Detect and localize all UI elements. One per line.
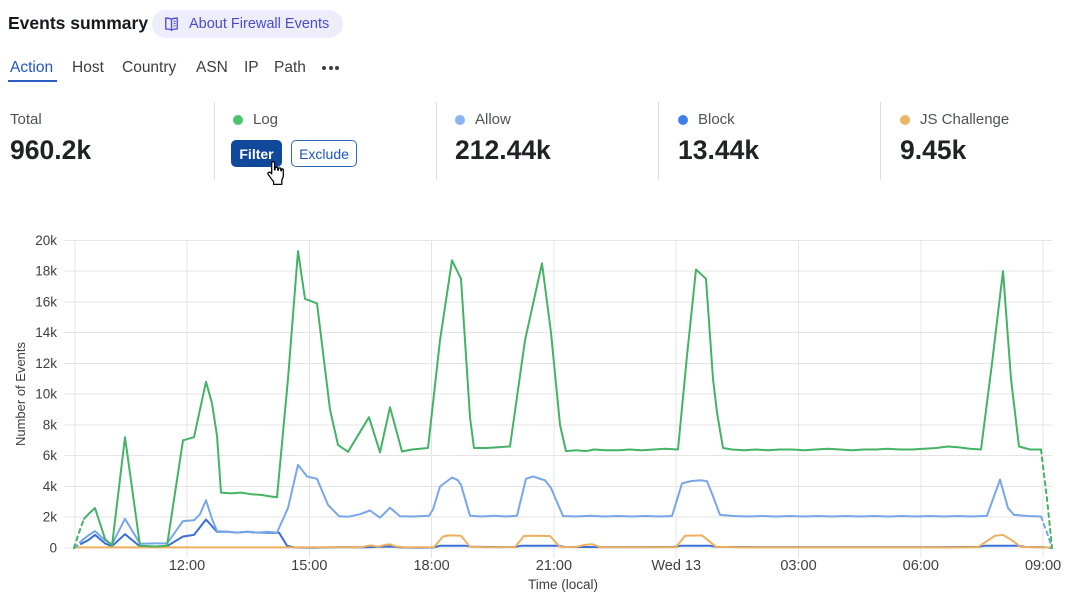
- svg-text:10k: 10k: [35, 387, 57, 402]
- svg-text:Number of Events: Number of Events: [13, 341, 28, 446]
- svg-text:15:00: 15:00: [291, 558, 327, 574]
- svg-text:Time (local): Time (local): [528, 577, 598, 592]
- svg-text:12:00: 12:00: [169, 558, 205, 574]
- svg-text:6k: 6k: [43, 448, 58, 463]
- svg-text:09:00: 09:00: [1025, 558, 1061, 574]
- svg-text:18:00: 18:00: [413, 558, 449, 574]
- svg-text:Wed 13: Wed 13: [651, 558, 701, 574]
- svg-text:8k: 8k: [43, 417, 58, 432]
- svg-text:4k: 4k: [43, 479, 58, 494]
- svg-text:20k: 20k: [35, 233, 57, 248]
- svg-text:03:00: 03:00: [780, 558, 816, 574]
- svg-text:16k: 16k: [35, 294, 57, 309]
- svg-text:18k: 18k: [35, 264, 57, 279]
- svg-text:12k: 12k: [35, 356, 57, 371]
- svg-text:2k: 2k: [43, 510, 58, 525]
- svg-text:14k: 14k: [35, 325, 57, 340]
- svg-text:0: 0: [49, 541, 57, 556]
- svg-text:06:00: 06:00: [903, 558, 939, 574]
- svg-text:21:00: 21:00: [536, 558, 572, 574]
